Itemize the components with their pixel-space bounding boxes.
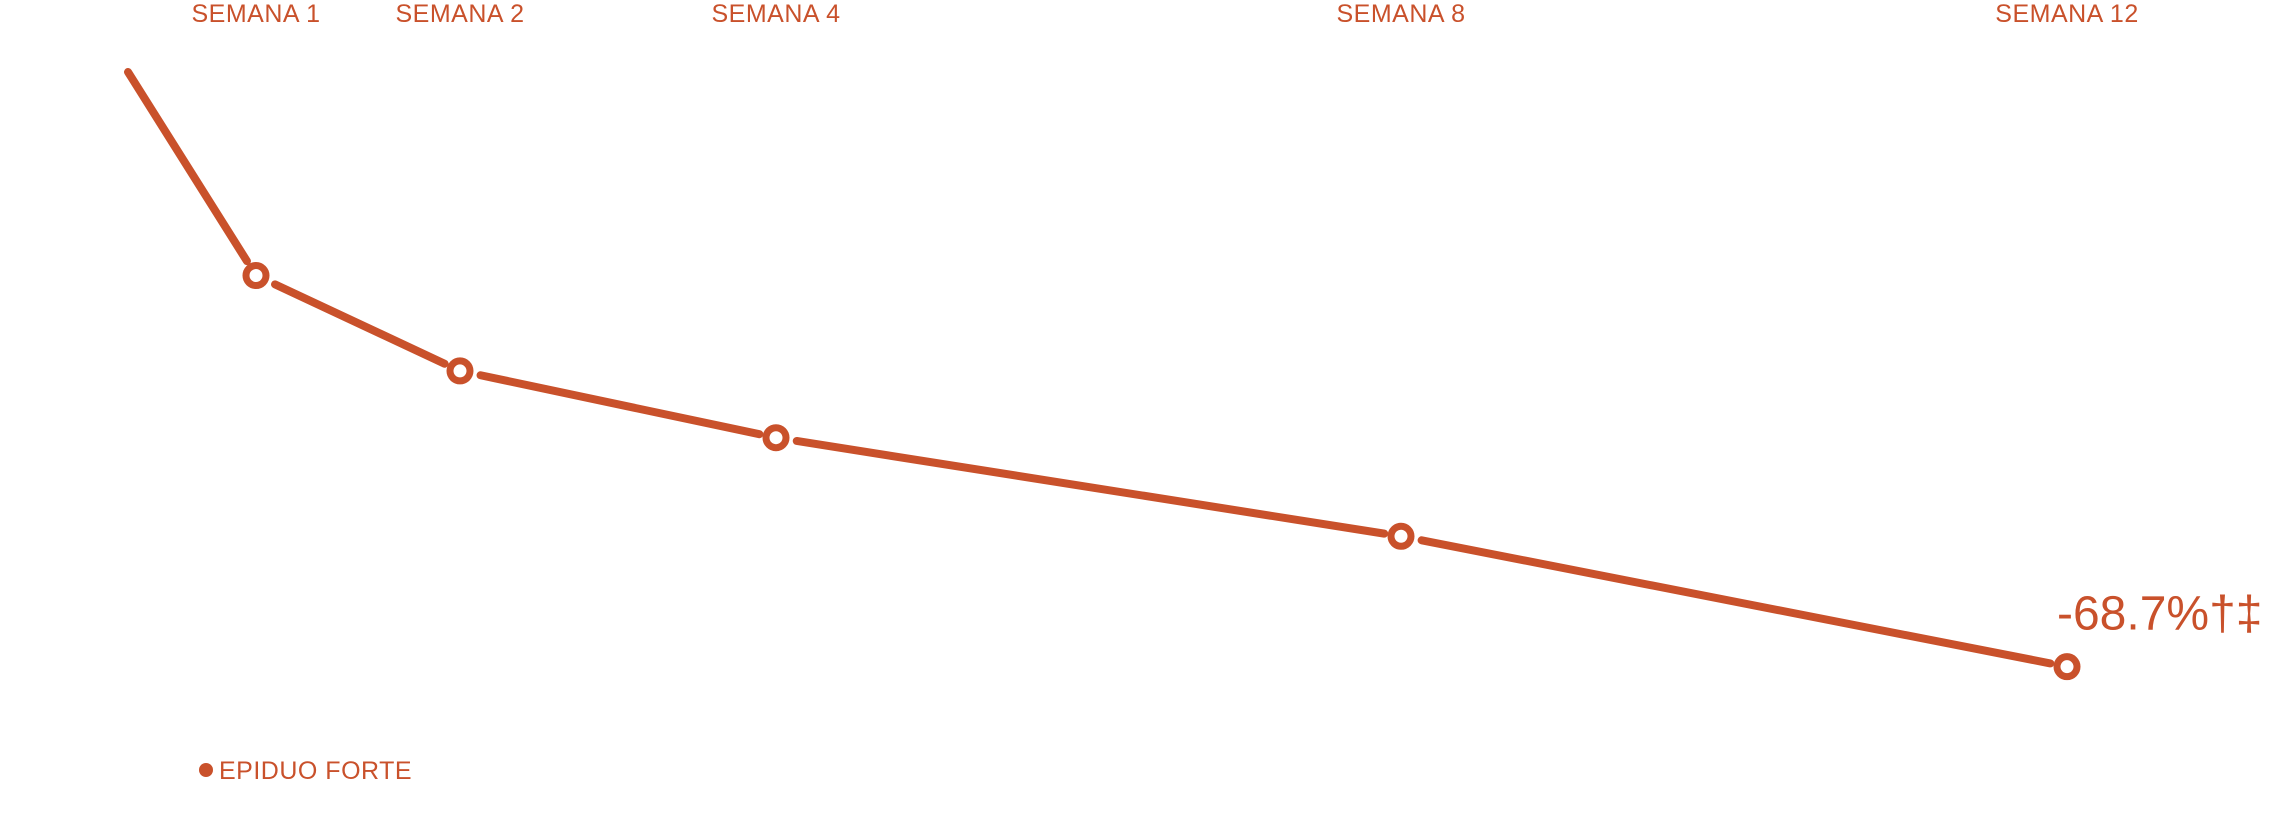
x-tick-label: SEMANA 4 xyxy=(711,0,840,28)
data-point xyxy=(762,424,790,452)
legend-label: EPIDUO FORTE xyxy=(219,757,412,785)
data-labels: -68.7%†‡ xyxy=(2057,588,2262,641)
series-line-segment xyxy=(271,280,449,368)
series-line-segment xyxy=(792,436,1389,538)
series-line-segment xyxy=(1417,536,2055,668)
x-tick-label: SEMANA 1 xyxy=(191,0,320,28)
x-tick-label: SEMANA 2 xyxy=(395,0,524,28)
x-axis-ticks: SEMANA 1 SEMANA 2 SEMANA 4 SEMANA 8 SEMANA 1… xyxy=(191,0,2138,28)
series-line xyxy=(124,68,2055,668)
series-line-segment xyxy=(476,371,764,439)
data-point xyxy=(446,357,474,385)
series-points xyxy=(242,262,2081,681)
legend-marker xyxy=(199,763,213,777)
data-point xyxy=(242,262,270,290)
legend: EPIDUO FORTE xyxy=(199,757,412,785)
x-tick-label: SEMANA 8 xyxy=(1336,0,1465,28)
x-tick-label: SEMANA 12 xyxy=(1995,0,2138,28)
end-value-label: -68.7%†‡ xyxy=(2057,588,2262,641)
data-point xyxy=(2053,653,2081,681)
series-line-segment xyxy=(124,68,251,266)
data-point xyxy=(1387,522,1415,550)
